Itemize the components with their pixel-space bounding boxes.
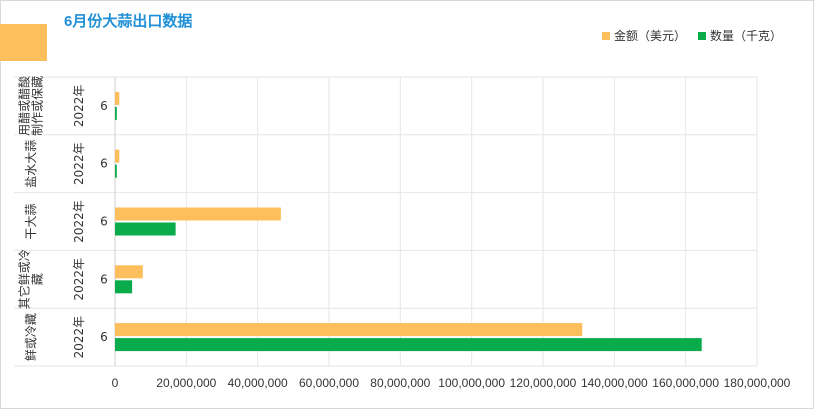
category-year-label: 2022年 — [72, 258, 86, 301]
bar-quantity — [115, 338, 702, 352]
x-tick-label: 180,000,000 — [724, 376, 791, 390]
x-tick-label: 60,000,000 — [299, 376, 359, 390]
legend-swatch-quantity — [697, 31, 706, 40]
legend: 金额（美元） 数量（千克） — [590, 27, 782, 44]
category-year-label: 2022年 — [72, 316, 86, 359]
title-accent-block — [0, 24, 47, 61]
category-name-label: 用醋或醋酸制作或保藏 — [17, 76, 45, 136]
bar-quantity — [115, 164, 117, 178]
category-month-label: 6 — [100, 157, 108, 171]
x-tick-label: 40,000,000 — [228, 376, 288, 390]
bar-amount — [115, 91, 120, 105]
category-year-label: 2022年 — [72, 142, 86, 185]
category-name-label: 鲜或冷藏 — [24, 313, 38, 361]
legend-label-quantity: 数量（千克） — [709, 29, 782, 43]
bar-amount — [115, 323, 583, 337]
x-tick-label: 100,000,000 — [438, 376, 505, 390]
x-tick-label: 80,000,000 — [370, 376, 430, 390]
legend-item-quantity[interactable]: 数量（千克） — [697, 27, 782, 44]
x-tick-label: 120,000,000 — [510, 376, 577, 390]
legend-swatch-amount — [601, 31, 610, 40]
bar-quantity — [115, 106, 117, 120]
bar-amount — [115, 149, 120, 163]
x-tick-label: 20,000,000 — [156, 376, 216, 390]
legend-item-amount[interactable]: 金额（美元） — [601, 27, 686, 44]
category-month-label: 6 — [100, 330, 108, 344]
bar-quantity — [115, 280, 133, 294]
category-name-label: 其它鲜或冷藏 — [17, 249, 45, 309]
category-month-label: 6 — [100, 272, 108, 286]
category-name-label: 干大蒜 — [24, 203, 38, 239]
chart-title: 6月份大蒜出口数据 — [64, 13, 193, 30]
bar-amount — [115, 207, 281, 221]
category-year-label: 2022年 — [72, 85, 86, 128]
category-name-label: 盐水大蒜 — [24, 140, 38, 188]
x-tick-label: 0 — [112, 376, 119, 390]
category-year-label: 2022年 — [72, 200, 86, 243]
bar-amount — [115, 265, 143, 279]
x-tick-label: 140,000,000 — [581, 376, 648, 390]
category-month-label: 6 — [100, 215, 108, 229]
legend-label-amount: 金额（美元） — [613, 29, 686, 43]
bar-quantity — [115, 222, 176, 236]
x-tick-label: 160,000,000 — [652, 376, 719, 390]
category-month-label: 6 — [100, 99, 108, 113]
